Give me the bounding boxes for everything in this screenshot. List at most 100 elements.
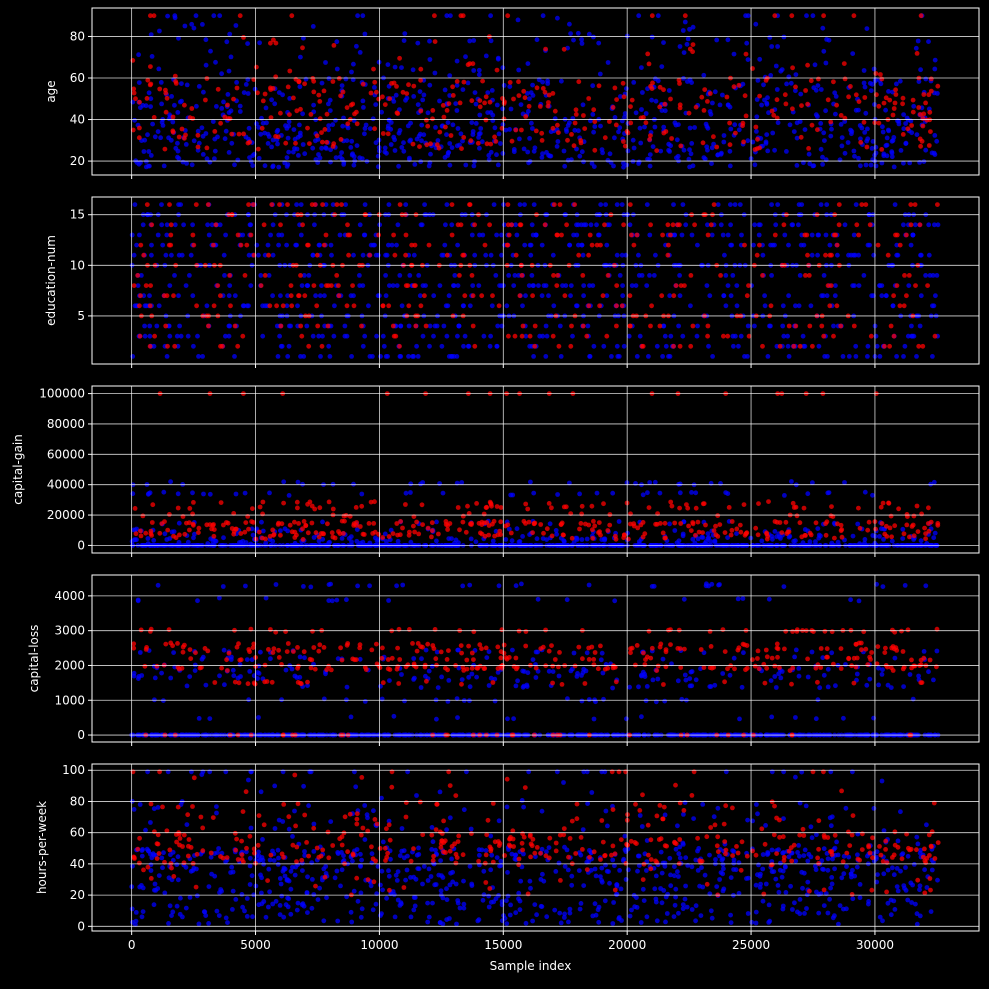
data-point: [568, 668, 574, 674]
data-point: [738, 333, 744, 339]
data-point: [798, 134, 804, 140]
data-point: [886, 89, 891, 94]
data-point: [934, 648, 940, 654]
data-point: [512, 273, 518, 278]
data-point: [227, 283, 233, 288]
data-point: [672, 528, 678, 533]
data-point: [647, 163, 653, 169]
data-point: [883, 95, 889, 101]
data-point: [483, 117, 489, 123]
data-point: [889, 150, 895, 156]
data-point: [134, 242, 140, 248]
data-point: [662, 698, 668, 704]
data-point: [689, 80, 694, 85]
data-point: [227, 273, 233, 278]
data-point: [651, 273, 657, 278]
data-point: [715, 513, 721, 518]
data-point: [412, 162, 418, 167]
data-point: [301, 354, 307, 359]
data-point: [488, 675, 494, 681]
data-point: [667, 354, 673, 359]
data-point: [316, 152, 321, 157]
data-point: [717, 582, 722, 587]
data-point: [484, 520, 490, 525]
data-point: [727, 672, 733, 678]
data-point: [184, 82, 190, 88]
data-point: [604, 242, 610, 248]
data-point: [315, 137, 321, 142]
data-point: [775, 44, 780, 49]
data-point: [806, 146, 811, 151]
data-point: [785, 333, 790, 339]
data-point: [362, 202, 368, 208]
data-point: [807, 161, 813, 167]
data-point: [457, 273, 462, 278]
data-point: [491, 202, 497, 208]
data-point: [618, 94, 623, 99]
data-point: [636, 161, 641, 166]
data-point: [242, 529, 248, 535]
data-point: [465, 62, 471, 68]
data-point: [647, 137, 652, 142]
data-point: [639, 65, 644, 70]
data-point: [873, 333, 879, 339]
data-point: [237, 13, 243, 19]
data-point: [150, 121, 156, 127]
data-point: [489, 503, 494, 509]
data-point: [571, 540, 577, 545]
data-point: [715, 202, 721, 208]
data-point: [483, 252, 489, 258]
data-point: [221, 252, 227, 258]
data-point: [894, 81, 899, 87]
data-point: [633, 283, 639, 288]
data-point: [779, 530, 785, 535]
data-point: [516, 67, 522, 73]
data-point: [575, 30, 581, 36]
data-point: [146, 90, 152, 96]
data-point: [614, 303, 619, 309]
data-point: [189, 106, 195, 111]
data-point: [513, 222, 518, 228]
data-point: [712, 89, 718, 95]
data-point: [898, 148, 904, 153]
data-point: [552, 116, 558, 121]
data-point: [800, 333, 806, 339]
data-point: [332, 303, 337, 309]
data-point: [185, 333, 191, 339]
data-point: [257, 504, 263, 510]
data-point: [655, 676, 661, 682]
data-point: [764, 665, 770, 671]
data-point: [869, 81, 875, 87]
data-point: [449, 202, 455, 208]
data-point: [418, 66, 424, 72]
data-point: [482, 242, 488, 248]
data-point: [317, 99, 323, 104]
data-point: [646, 505, 652, 510]
data-point: [284, 242, 289, 248]
data-point: [471, 163, 477, 169]
data-point: [331, 43, 337, 48]
data-point: [268, 232, 273, 238]
data-point: [786, 323, 792, 329]
data-point: [354, 527, 360, 532]
data-point: [227, 323, 233, 329]
data-point: [865, 136, 871, 142]
data-point: [439, 252, 445, 258]
data-point: [803, 273, 808, 278]
data-point: [935, 521, 941, 526]
data-point: [411, 283, 417, 288]
data-point: [549, 505, 554, 511]
data-point: [786, 74, 792, 80]
data-point: [530, 82, 535, 88]
data-point: [267, 490, 272, 496]
data-point: [648, 222, 653, 228]
data-point: [328, 242, 334, 248]
data-point: [613, 122, 619, 128]
data-point: [510, 647, 515, 653]
data-point: [144, 202, 150, 208]
data-point: [616, 129, 621, 135]
data-point: [483, 94, 489, 100]
data-point: [492, 698, 498, 704]
data-point: [169, 529, 175, 535]
data-point: [423, 283, 428, 288]
